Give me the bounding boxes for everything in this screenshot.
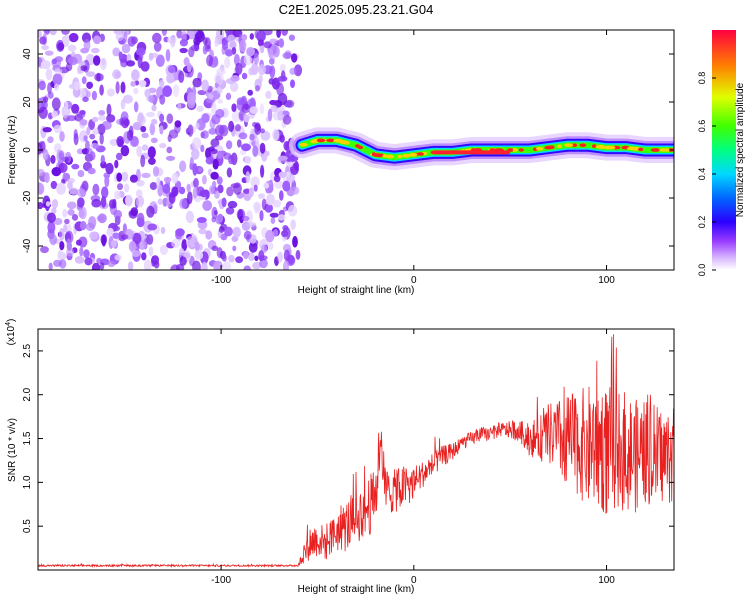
- ridge-hotspot: [653, 148, 660, 152]
- ridge-hotspot: [638, 147, 644, 152]
- heatmap-ytick-label: 20: [22, 96, 33, 108]
- heatmap-xlabel: Height of straight line (km): [298, 285, 415, 296]
- snr-ylabel: SNR (10 * v/v): [7, 418, 18, 482]
- colorbar-tick-label: 0.0: [697, 264, 707, 277]
- colorbar-tick-label: 0.2: [697, 216, 707, 229]
- snr-xtick-label: -100: [211, 575, 231, 586]
- ridge-hotspot: [385, 154, 395, 159]
- ridge-hotspot: [592, 144, 597, 148]
- snr-ytick-label: 2.5: [22, 344, 33, 358]
- snr-ytick-label: 1.0: [22, 475, 33, 489]
- ridge-hotspot: [299, 142, 308, 147]
- snr-ytick-label: 0.5: [22, 519, 33, 533]
- ridge-hotspot: [358, 145, 363, 150]
- ridge-core: [433, 150, 511, 155]
- ridge-hotspot: [402, 154, 410, 158]
- snr-xlabel: Height of straight line (km): [298, 584, 415, 595]
- heatmap-xtick-label: -100: [211, 275, 231, 286]
- heatmap-ytick-label: -40: [22, 238, 33, 253]
- heatmap-ylabel: Frequency (Hz): [7, 116, 18, 185]
- ridge-hotspot: [663, 148, 671, 152]
- colorbar-tick-label: 0.8: [697, 72, 707, 85]
- colorbar-tick-label: 0.6: [697, 120, 707, 133]
- snr-multiplier: (x104): [5, 319, 17, 346]
- snr-ytick-label: 1.5: [22, 431, 33, 445]
- heatmap-panel: -100 0 100 -40 -20 0 20 40 Height of straight l…: [7, 29, 675, 296]
- ridge-hotspot: [512, 148, 517, 152]
- colorbar-tick-label: 0.4: [697, 168, 707, 181]
- snr-xtick-label: 0: [411, 575, 417, 586]
- snr-panel: -100 0 100 0.5 1.0 1.5 2.0 2.5 Height of straig…: [5, 319, 675, 595]
- ridge-hotspot: [343, 141, 350, 145]
- snr-frame: [37, 328, 675, 571]
- ridge-hotspot: [397, 154, 403, 159]
- ridge-hotspot: [548, 145, 553, 150]
- ridge-hotspot: [603, 145, 613, 150]
- snr-series-line: [38, 334, 674, 569]
- ridge-hotspot: [317, 138, 326, 143]
- ridge-hotspot: [564, 143, 574, 147]
- ridge-hotspot: [410, 153, 418, 157]
- heatmap-ytick-label: 0: [22, 147, 33, 153]
- snr-xtick-label: 100: [598, 575, 615, 586]
- heatmap-ytick-label: -20: [22, 190, 33, 205]
- ridge-hotspot: [536, 146, 544, 151]
- snr-ytick-label: 2.0: [22, 387, 33, 401]
- ridge-hotspot: [557, 144, 562, 149]
- ridge-hotspot: [374, 153, 385, 158]
- colorbar-label: Normalized spectral amplitude: [735, 82, 746, 217]
- colorbar-gradient: [712, 30, 736, 270]
- heatmap-noise-region: [38, 30, 303, 270]
- heatmap-xtick-label: 100: [598, 275, 615, 286]
- ridge-hotspot: [518, 148, 524, 152]
- ridge-hotspot: [632, 147, 639, 151]
- colorbar: 0.0 0.2 0.4 0.6 0.8 Normalized spectral ampl…: [697, 30, 746, 276]
- heatmap-xtick-label: 0: [411, 275, 417, 286]
- ridge-hotspot: [571, 143, 578, 147]
- ridge-hotspot: [579, 143, 587, 147]
- ridge-hotspot: [326, 138, 336, 143]
- ridge-hotspot: [310, 139, 317, 144]
- ridge-hotspot: [595, 145, 606, 149]
- heatmap-ytick-label: 40: [22, 48, 33, 60]
- chart-title: C2E1.2025.095.23.21.G04: [279, 2, 434, 17]
